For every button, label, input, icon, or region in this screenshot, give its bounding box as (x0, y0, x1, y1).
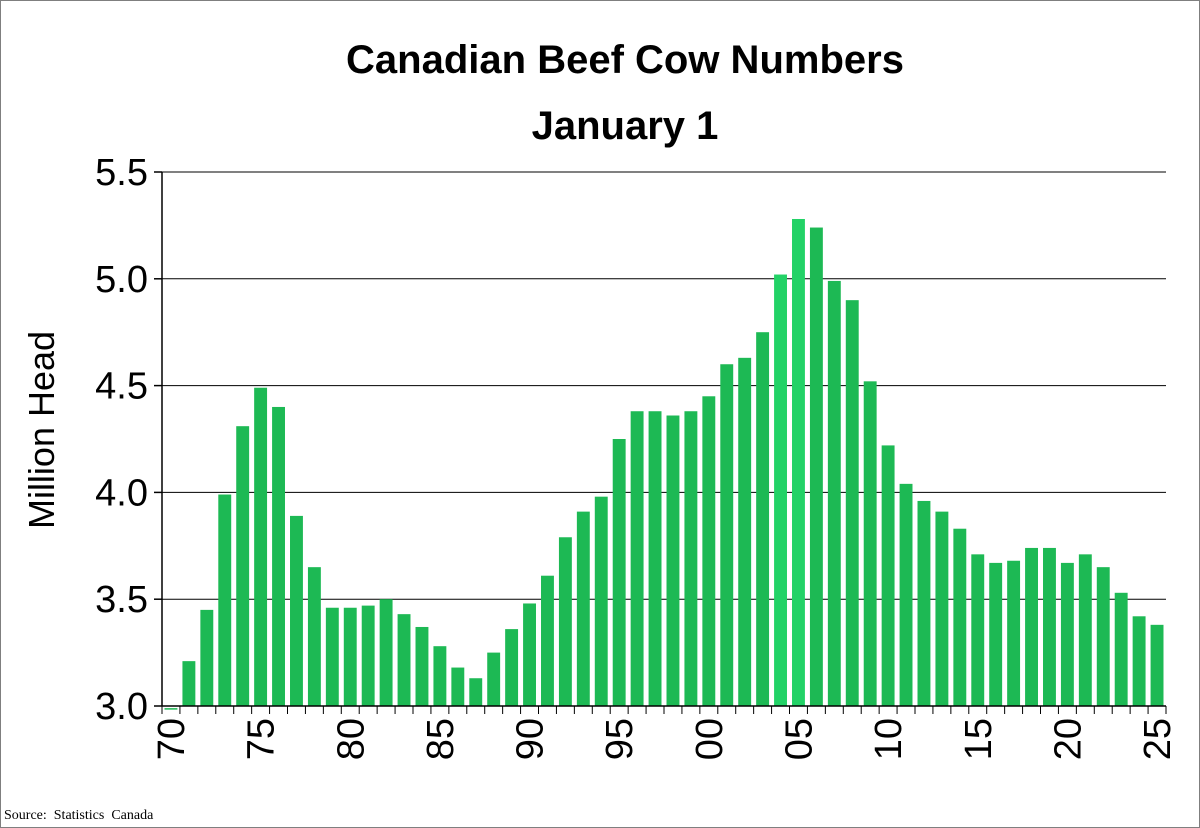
bar-1986 (451, 667, 465, 706)
bar-1985 (433, 646, 447, 706)
bar-2017 (1007, 560, 1021, 706)
y-axis-label: Million Head (21, 331, 62, 529)
bar-2022 (1096, 567, 1110, 706)
y-tick-label: 3.0 (95, 686, 148, 728)
y-tick-label: 5.5 (95, 152, 148, 194)
bar-2016 (989, 562, 1003, 706)
bar-1993 (576, 511, 590, 706)
y-tick-label: 4.0 (95, 472, 148, 514)
bar-1999 (684, 411, 698, 706)
bar-2009 (863, 381, 877, 706)
x-tick-label: 25 (1137, 718, 1179, 760)
bar-1997 (648, 411, 662, 706)
bars (164, 218, 1164, 710)
bar-2005 (792, 218, 805, 706)
x-tick-label: 85 (420, 718, 462, 760)
bar-1984 (415, 626, 429, 706)
bar-2025 (1150, 624, 1164, 706)
y-tick-label: 3.5 (95, 579, 148, 621)
bar-1979 (325, 607, 339, 706)
x-tick-label: 70 (151, 718, 193, 760)
bar-2023 (1114, 592, 1128, 706)
x-tick-label: 75 (241, 718, 283, 760)
bar-1970 (164, 708, 178, 710)
bar-2018 (1025, 547, 1038, 706)
bar-2001 (720, 364, 734, 706)
bar-2003 (756, 332, 770, 706)
bar-2012 (917, 500, 931, 706)
bar-2015 (971, 554, 985, 706)
x-tick-label: 15 (958, 718, 1000, 760)
y-tick-labels: 3.0 3.5 4.0 4.5 5.0 5.5 (95, 152, 148, 728)
bar-1990 (523, 603, 536, 706)
chart-subtitle: January 1 (531, 104, 719, 148)
bar-1987 (469, 678, 483, 706)
x-tick-label: 95 (599, 718, 641, 760)
bar-2000 (702, 396, 716, 706)
y-tick-label: 4.5 (95, 366, 148, 408)
y-tick-label: 5.0 (95, 259, 148, 301)
x-tick-label: 00 (689, 718, 731, 760)
bar-2010 (881, 445, 895, 706)
bar-2008 (845, 300, 859, 706)
bar-1991 (541, 575, 554, 706)
bar-2021 (1078, 554, 1092, 706)
bar-1992 (558, 537, 572, 706)
x-tick-label: 90 (510, 718, 552, 760)
bar-2006 (809, 227, 823, 706)
bar-2002 (738, 357, 752, 706)
bar-2020 (1060, 562, 1074, 706)
bar-1974 (236, 426, 250, 706)
source-note: Source: Statistics Canada (4, 808, 154, 823)
x-tick-label: 10 (868, 718, 910, 760)
bar-1998 (666, 415, 680, 706)
bar-2019 (1043, 547, 1056, 706)
bar-1973 (218, 494, 232, 706)
bar-1982 (379, 599, 393, 706)
bar-2011 (899, 483, 913, 706)
bar-1975 (254, 387, 268, 706)
bar-1988 (487, 652, 501, 706)
bar-2007 (827, 280, 841, 706)
bar-1989 (505, 629, 519, 706)
bar-1994 (594, 496, 608, 706)
bar-1976 (272, 406, 285, 706)
bar-1983 (397, 614, 411, 706)
bar-2024 (1132, 616, 1146, 706)
bar-1980 (343, 607, 357, 706)
bar-1978 (307, 567, 321, 706)
gridlines (162, 171, 1166, 600)
bar-2014 (953, 528, 967, 706)
bar-1977 (290, 515, 303, 706)
axes (154, 171, 1167, 714)
x-tick-label: 80 (330, 718, 372, 760)
bar-1996 (630, 411, 644, 706)
bar-2013 (935, 511, 949, 706)
bar-1981 (361, 605, 375, 706)
x-tick-labels: 70 75 80 85 90 95 00 05 10 15 20 25 (151, 718, 1179, 760)
x-tick-label: 20 (1047, 718, 1089, 760)
x-tick-label: 05 (778, 718, 820, 760)
bar-1995 (612, 439, 626, 706)
bar-2004 (774, 274, 787, 706)
chart-title: Canadian Beef Cow Numbers (346, 38, 904, 82)
bar-1972 (200, 609, 214, 706)
bar-1971 (182, 661, 196, 706)
